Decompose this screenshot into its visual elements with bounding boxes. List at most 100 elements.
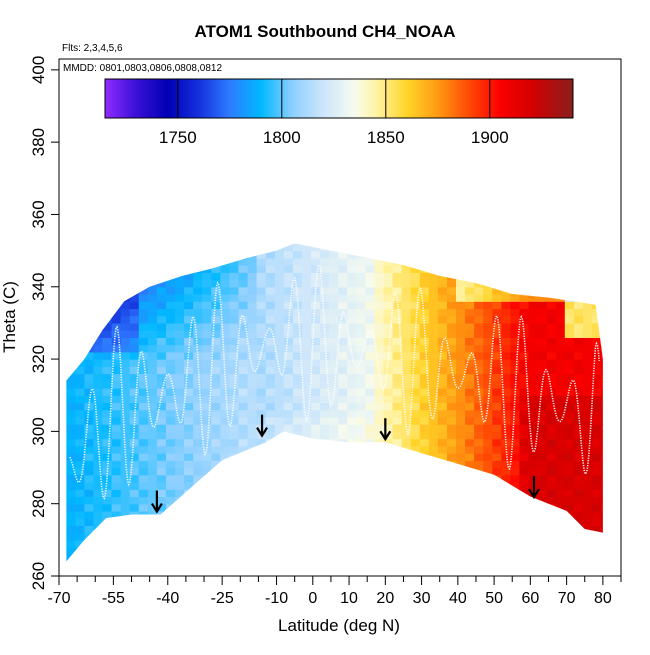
heatmap-cell xyxy=(274,510,285,519)
heatmap-cell xyxy=(329,539,339,548)
heatmap-cell xyxy=(129,525,140,534)
heatmap-cell xyxy=(193,482,203,490)
heatmap-cell xyxy=(555,344,566,353)
heatmap-cell xyxy=(301,243,312,252)
heatmap-cell xyxy=(465,424,475,432)
heatmap-cell xyxy=(492,431,502,440)
heatmap-cell xyxy=(292,315,303,324)
heatmap-cell xyxy=(519,301,530,310)
heatmap-cell xyxy=(329,554,339,562)
heatmap-cell xyxy=(419,315,430,324)
heatmap-cell xyxy=(283,286,294,295)
heatmap-cell xyxy=(138,366,149,375)
heatmap-cell xyxy=(410,395,421,404)
heatmap-cell xyxy=(374,453,385,461)
heatmap-cell xyxy=(75,453,85,461)
heatmap-cell xyxy=(601,395,603,404)
heatmap-cell xyxy=(75,257,85,266)
heatmap-cell xyxy=(437,496,448,505)
heatmap-cell xyxy=(184,380,194,389)
heatmap-cell xyxy=(274,474,285,483)
heatmap-cell xyxy=(320,279,330,288)
heatmap-cell xyxy=(229,294,240,302)
heatmap-cell xyxy=(456,373,466,382)
heatmap-cell xyxy=(474,279,484,288)
heatmap-cell xyxy=(66,510,76,519)
heatmap-cell xyxy=(310,388,321,396)
heatmap-cell xyxy=(329,250,339,259)
heatmap-cell xyxy=(537,539,548,548)
heatmap-cell xyxy=(465,518,475,526)
heatmap-cell xyxy=(338,518,348,526)
heatmap-cell xyxy=(356,503,366,512)
heatmap-cell xyxy=(392,344,403,353)
heatmap-cell xyxy=(84,322,95,331)
heatmap-cell xyxy=(519,510,530,519)
heatmap-cell xyxy=(66,344,76,353)
heatmap-cell xyxy=(102,518,113,526)
heatmap-cell xyxy=(147,351,158,360)
heatmap-cell xyxy=(501,554,512,562)
heatmap-cell xyxy=(175,373,185,382)
heatmap-cell xyxy=(247,308,258,317)
heatmap-cell xyxy=(419,366,430,375)
heatmap-cell xyxy=(410,301,421,310)
heatmap-cell xyxy=(446,532,457,541)
heatmap-cell xyxy=(193,503,203,512)
heatmap-cell xyxy=(247,554,258,562)
heatmap-cell xyxy=(446,467,457,476)
heatmap-cell xyxy=(383,380,394,389)
heatmap-cell xyxy=(338,243,348,252)
heatmap-cell xyxy=(256,525,267,534)
heatmap-cell xyxy=(392,474,403,483)
heatmap-cell xyxy=(446,308,457,317)
heatmap-cell xyxy=(374,265,385,273)
heatmap-cell xyxy=(301,294,312,302)
heatmap-cell xyxy=(483,330,493,338)
heatmap-cell xyxy=(510,510,521,519)
heatmap-cell xyxy=(456,467,466,476)
heatmap-cell xyxy=(347,395,357,404)
heatmap-cell xyxy=(283,453,294,461)
heatmap-cell xyxy=(338,554,348,562)
heatmap-cell xyxy=(102,409,113,418)
heatmap-cell xyxy=(120,424,131,432)
heatmap-cell xyxy=(66,315,76,324)
heatmap-cell xyxy=(102,445,113,454)
heatmap-cell xyxy=(347,286,357,295)
heatmap-cell xyxy=(102,272,113,281)
heatmap-cell xyxy=(446,388,457,396)
heatmap-cell xyxy=(301,388,312,396)
heatmap-cell xyxy=(356,380,366,389)
heatmap-cell xyxy=(374,286,385,295)
heatmap-cell xyxy=(383,453,394,461)
heatmap-cell xyxy=(483,503,493,512)
heatmap-cell xyxy=(492,539,502,548)
heatmap-cell xyxy=(456,554,466,562)
heatmap-cell xyxy=(111,416,122,425)
heatmap-cell xyxy=(483,308,493,317)
heatmap-cell xyxy=(310,294,321,302)
heatmap-cell xyxy=(75,243,85,252)
heatmap-cell xyxy=(546,503,557,512)
heatmap-cell xyxy=(465,344,475,353)
heatmap-cell xyxy=(510,308,521,317)
heatmap-cell xyxy=(437,395,448,404)
heatmap-cell xyxy=(519,243,530,252)
heatmap-cell xyxy=(601,510,603,519)
heatmap-cell xyxy=(338,402,348,411)
heatmap-cell xyxy=(175,554,185,562)
heatmap-cell xyxy=(165,257,176,266)
heatmap-cell xyxy=(211,416,221,425)
heatmap-cell xyxy=(193,438,203,447)
heatmap-cell xyxy=(528,243,539,252)
heatmap-cell xyxy=(419,359,430,367)
heatmap-cell xyxy=(202,431,212,440)
heatmap-cell xyxy=(519,344,530,353)
heatmap-cell xyxy=(419,322,430,331)
heatmap-cell xyxy=(546,438,557,447)
heatmap-cell xyxy=(338,330,348,338)
heatmap-cell xyxy=(184,257,194,266)
heatmap-cell xyxy=(601,518,603,526)
heatmap-cell xyxy=(483,554,493,562)
